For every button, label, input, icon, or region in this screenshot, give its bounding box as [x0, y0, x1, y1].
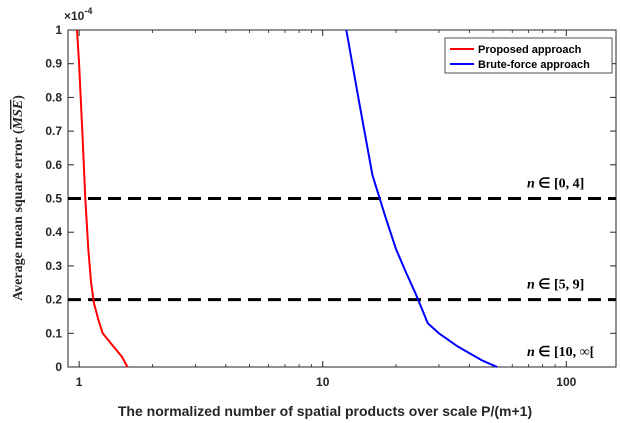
y-tick-label: 0.2	[45, 293, 62, 307]
y-tick-label: 0.6	[45, 158, 62, 172]
threshold-label: n ∈ [5, 9]	[527, 278, 584, 293]
threshold-lines: n ∈ [0, 4] n ∈ [5, 9] n ∈ [10, ∞[	[68, 177, 616, 360]
y-tick-label: 0.1	[45, 326, 62, 340]
y-exponent-label: ×10-4	[64, 6, 92, 23]
x-axis-ticks: 1 10 100	[76, 30, 577, 389]
series-line-1	[345, 29, 498, 368]
threshold-label: n ∈ [0, 4]	[527, 177, 584, 192]
y-tick-label: 1	[55, 23, 62, 37]
legend: Proposed approach Brute-force approach	[444, 37, 613, 74]
x-tick-label: 100	[556, 375, 576, 389]
y-tick-label: 0.5	[45, 192, 62, 206]
threshold-label: n ∈ [10, ∞[	[527, 345, 595, 360]
legend-label-brute-force: Brute-force approach	[478, 59, 590, 71]
y-tick-label: 0	[55, 360, 62, 374]
y-tick-label: 0.8	[45, 90, 62, 104]
series-line-0	[76, 29, 129, 368]
x-tick-label: 10	[316, 375, 330, 389]
series-lines	[76, 29, 498, 368]
x-axis-label: The normalized number of spatial product…	[118, 403, 532, 419]
y-tick-label: 0.4	[45, 225, 62, 239]
y-tick-label: 0.7	[45, 124, 62, 138]
y-tick-label: 0.9	[45, 57, 62, 71]
legend-box	[444, 37, 613, 74]
y-axis-label: Average mean square error (MSE)	[11, 95, 26, 301]
x-tick-label: 1	[76, 375, 83, 389]
y-axis-ticks: 0 0.1 0.2 0.3 0.4 0.5 0.6 0.7 0.8 0.9 1	[45, 23, 616, 374]
y-tick-label: 0.3	[45, 259, 62, 273]
legend-label-proposed: Proposed approach	[478, 44, 582, 56]
